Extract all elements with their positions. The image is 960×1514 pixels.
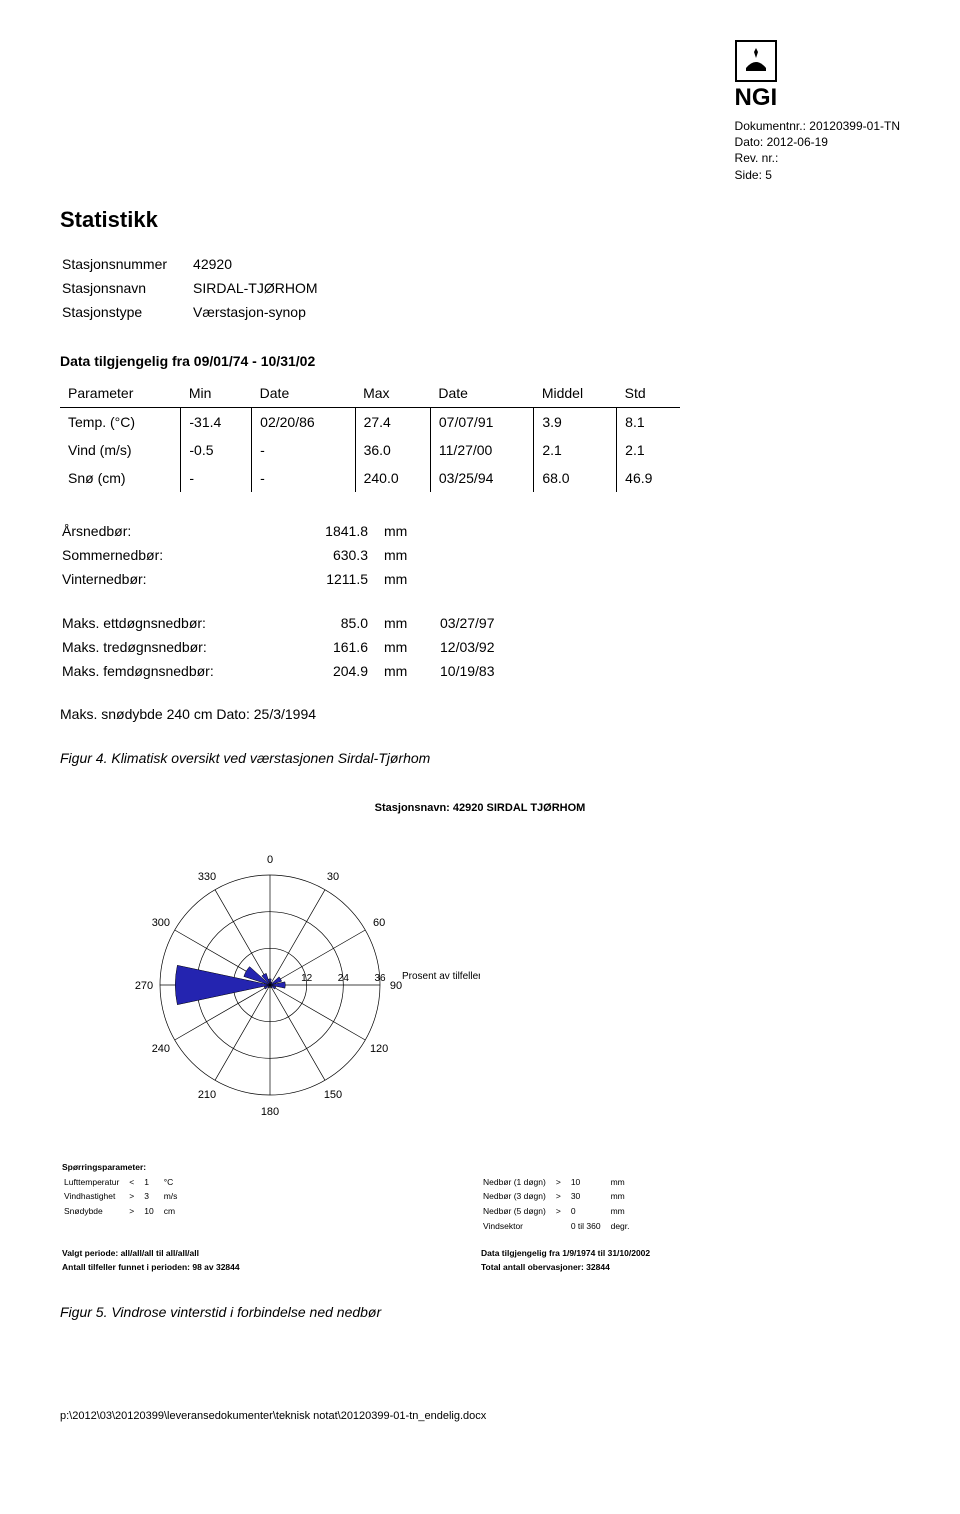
table-row: Lufttemperatur<1°C (64, 1176, 185, 1189)
table-row: Temp. (°C)-31.402/20/8627.407/07/913.98.… (60, 407, 680, 436)
table-row: Vinternedbør:1211.5mm (62, 568, 544, 590)
document-header: NGI Dokumentnr.: 20120399-01-TN Dato: 20… (60, 40, 900, 183)
station-table: Stasjonsnummer42920StasjonsnavnSIRDAL-TJ… (60, 251, 344, 325)
svg-text:24: 24 (338, 973, 350, 984)
data-available-heading: Data tilgjengelig fra 09/01/74 - 10/31/0… (60, 353, 900, 369)
footer-path: p:\2012\03\20120399\leveransedokumenter\… (60, 1410, 900, 1422)
svg-text:30: 30 (327, 871, 339, 883)
doc-nr-label: Dokumentnr.: (735, 119, 806, 133)
windrose-chart: 0 30 60 90 120 150 180 210 240 270 300 330 12 24 36 Pro… (60, 820, 480, 1150)
svg-text:36: 36 (374, 973, 386, 984)
table-row: Vind (m/s)-0.5-36.011/27/002.12.1 (60, 436, 680, 464)
svg-text:Prosent av tilfeller: Prosent av tilfeller (402, 971, 480, 982)
windrose-title: Stasjonsnavn: 42920 SIRDAL TJØRHOM (60, 802, 900, 814)
table-row: StasjonstypeVærstasjon-synop (62, 301, 342, 323)
section-title-statistikk: Statistikk (60, 207, 900, 233)
svg-text:0: 0 (267, 854, 273, 866)
table-row: Stasjonsnummer42920 (62, 253, 342, 275)
doc-nr: 20120399-01-TN (809, 119, 900, 133)
stats-table: ParameterMinDateMaxDateMiddelStd Temp. (… (60, 379, 680, 492)
table-row: Maks. ettdøgnsnedbør:85.0mm03/27/97 (62, 612, 544, 634)
params-left-table: Lufttemperatur<1°CVindhastighet>3m/s Snød… (62, 1174, 187, 1220)
table-row: Nedbør (5 døgn)>0mm (483, 1205, 638, 1218)
date: 2012-06-19 (767, 135, 828, 149)
svg-text:120: 120 (370, 1043, 388, 1055)
table-row: Sommernedbør:630.3mm (62, 544, 544, 566)
svg-text:300: 300 (152, 917, 170, 929)
table-row: Vindhastighet>3m/s (64, 1190, 185, 1203)
windrose-section: Stasjonsnavn: 42920 SIRDAL TJØRHOM 0 30 60… (60, 802, 900, 1276)
table-row: Vindsektor0 til 360degr. (483, 1220, 638, 1233)
side: 5 (765, 168, 772, 182)
table-row: StasjonsnavnSIRDAL-TJØRHOM (62, 277, 342, 299)
snow-max-line: Maks. snødybde 240 cm Dato: 25/3/1994 (60, 706, 900, 722)
count-right: Total antall obervasjoner: 32844 (481, 1261, 898, 1274)
table-row: Snø (cm)--240.003/25/9468.046.9 (60, 464, 680, 492)
precip-table: Årsnedbør:1841.8mmSommernedbør:630.3mmVi… (60, 518, 546, 592)
svg-text:60: 60 (373, 917, 385, 929)
svg-text:240: 240 (152, 1043, 170, 1055)
svg-text:90: 90 (390, 980, 402, 992)
logo-text: NGI (735, 84, 900, 112)
svg-text:270: 270 (135, 980, 153, 992)
table-row: Nedbør (3 døgn)>30mm (483, 1190, 638, 1203)
rev-label: Rev. nr.: (735, 151, 779, 165)
params-right-table: Nedbør (1 døgn)>10mmNedbør (3 døgn)>30mm… (481, 1174, 640, 1235)
figure-5-caption: Figur 5. Vindrose vinterstid i forbindel… (60, 1304, 900, 1320)
table-row: Nedbør (1 døgn)>10mm (483, 1176, 638, 1189)
period-right: Data tilgjengelig fra 1/9/1974 til 31/10… (481, 1247, 898, 1260)
table-row: Maks. femdøgnsnedbør:204.9mm10/19/83 (62, 660, 544, 682)
table-row: Årsnedbør:1841.8mm (62, 520, 544, 542)
svg-text:150: 150 (324, 1089, 342, 1101)
table-row: Snødybde>10cm (64, 1205, 185, 1218)
figure-4-caption: Figur 4. Klimatisk oversikt ved værstasj… (60, 750, 900, 766)
svg-text:210: 210 (198, 1089, 216, 1101)
date-label: Dato: (735, 135, 764, 149)
precip-max-table: Maks. ettdøgnsnedbør:85.0mm03/27/97Maks.… (60, 610, 546, 684)
period-left: Valgt periode: all/all/all til all/all/a… (62, 1247, 479, 1260)
side-label: Side: (735, 168, 762, 182)
svg-text:180: 180 (261, 1106, 279, 1118)
params-left-header: Spørringsparameter: (62, 1161, 471, 1174)
logo-icon (735, 40, 777, 82)
query-params-block: Spørringsparameter: Lufttemperatur<1°CVi… (60, 1159, 900, 1276)
table-row: Maks. tredøgnsnedbør:161.6mm12/03/92 (62, 636, 544, 658)
svg-text:12: 12 (301, 973, 313, 984)
svg-text:330: 330 (198, 871, 216, 883)
count-left: Antall tilfeller funnet i perioden: 98 a… (62, 1261, 479, 1274)
